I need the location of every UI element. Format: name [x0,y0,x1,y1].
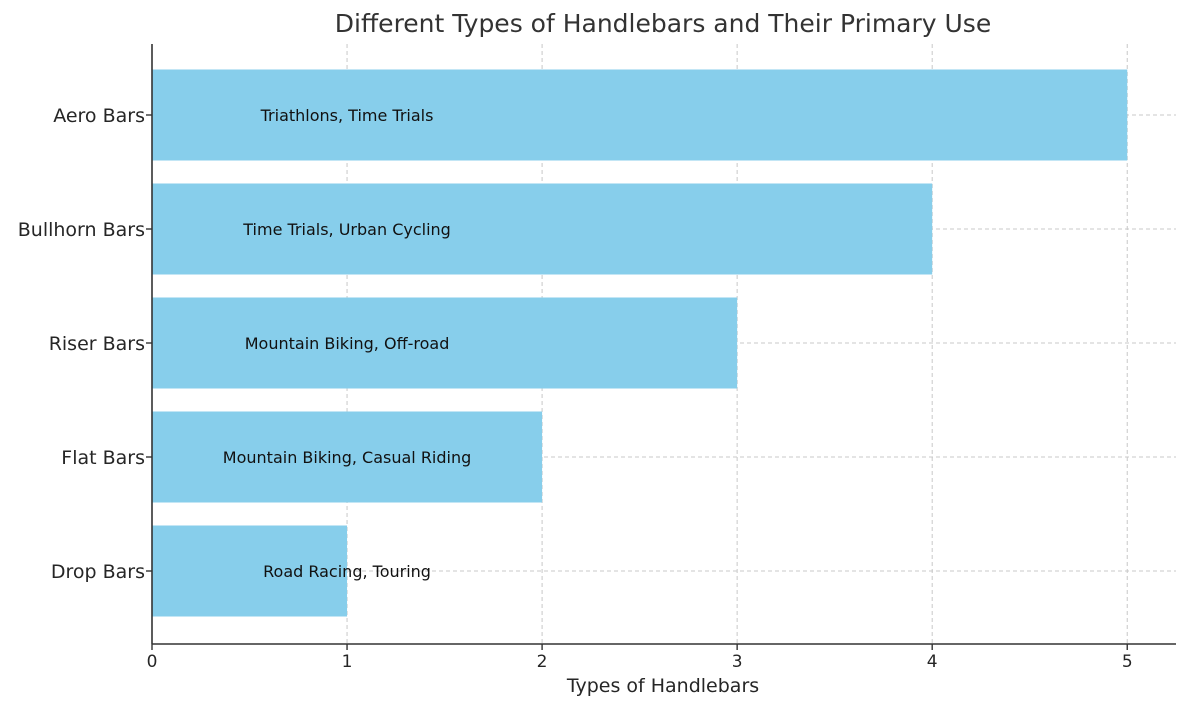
bar-label: Triathlons, Time Trials [260,106,434,125]
category-labels: Drop Bars Flat Bars Riser Bars Bullhorn Bar… [18,105,145,583]
category-label: Riser Bars [49,333,145,355]
x-tick-label: 4 [927,652,938,672]
bar-aero-bars [152,69,1128,161]
bar-drop-bars [152,525,348,617]
category-label: Drop Bars [51,561,145,583]
category-label: Aero Bars [53,105,145,127]
x-tick-label: 5 [1122,652,1133,672]
x-tick-label: 1 [342,652,353,672]
category-label: Flat Bars [61,447,145,469]
bar-labels: Road Racing, Touring Mountain Biking, Cas… [223,106,471,581]
x-tick-label: 3 [732,652,743,672]
bars [152,69,1128,617]
x-axis-title: Types of Handlebars [566,675,759,697]
bar-label: Mountain Biking, Casual Riding [223,448,471,467]
x-tick-label: 2 [537,652,548,672]
bar-label: Time Trials, Urban Cycling [242,220,451,239]
bar-label: Mountain Biking, Off-road [245,334,450,353]
bar-riser-bars [152,297,738,389]
ticks: 0 1 2 3 4 5 [146,114,1133,672]
chart-title: Different Types of Handlebars and Their … [335,9,991,38]
axes [151,44,1176,645]
bar-flat-bars [152,411,543,503]
category-label: Bullhorn Bars [18,219,145,241]
bar-bullhorn-bars [152,183,933,275]
x-tick-label: 0 [147,652,158,672]
bar-label: Road Racing, Touring [263,562,431,581]
